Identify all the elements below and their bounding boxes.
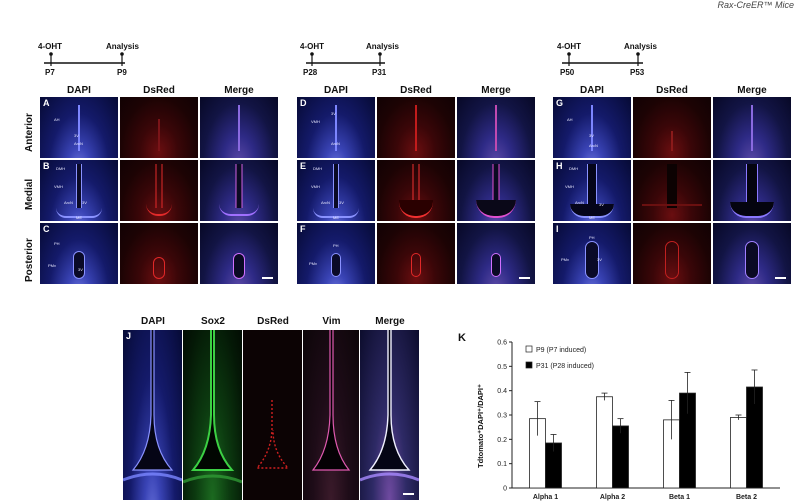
chart-bar: [730, 417, 747, 489]
chart-legend: P9 (P7 induced) P31 (P28 induced): [525, 345, 594, 370]
panel-g-dsred: [633, 97, 711, 158]
timeline-2-to: P31: [372, 68, 387, 77]
panel-j-vim: [303, 330, 359, 500]
timeline-1-to: P9: [117, 68, 127, 77]
timeline-1-from: P7: [45, 68, 55, 77]
chart-legend-label: P31 (P28 induced): [536, 363, 594, 370]
panel-letter-e: E: [300, 161, 307, 171]
panel-a-dapi: A AH 3V ArcN: [40, 97, 118, 158]
panel-h-dapi: H DMH VMH ArcN 3V ME: [553, 160, 631, 221]
panel-e-dsred: [377, 160, 455, 221]
timeline-1-start: 4-OHT: [38, 42, 62, 51]
j-header-vim: Vim: [322, 316, 341, 327]
chart-bar: [596, 396, 613, 489]
panel-letter-i: I: [556, 224, 559, 234]
header-dsred-3: DsRed: [656, 85, 688, 96]
chart-category-label: Beta 1: [669, 494, 690, 501]
panel-j-sox2: [183, 330, 242, 500]
j-header-sox2: Sox2: [201, 316, 225, 327]
header-dapi-3: DAPI: [580, 85, 604, 96]
header-dapi-1: DAPI: [67, 85, 91, 96]
chart-legend-label: P9 (P7 induced): [536, 347, 586, 354]
panel-f-dapi: F PH PMv: [297, 223, 375, 284]
panel-a-merge: [200, 97, 278, 158]
panel-letter-h: H: [556, 161, 563, 171]
timeline-3-start: 4-OHT: [557, 42, 581, 51]
panel-j-merge: [360, 330, 419, 500]
panel-letter-d: D: [300, 98, 307, 108]
timeline-3-from: P50: [560, 68, 575, 77]
j-header-dsred: DsRed: [257, 316, 289, 327]
panel-e-dapi: E DMH VMH ArcN 3V ME: [297, 160, 375, 221]
timeline-2-end: Analysis: [366, 42, 399, 51]
panel-letter-a: A: [43, 98, 50, 108]
chart-legend-swatch: [525, 361, 533, 369]
timeline-2-start: 4-OHT: [300, 42, 324, 51]
chart-bar: [612, 425, 629, 489]
header-merge-3: Merge: [737, 85, 767, 96]
panel-e-merge: [457, 160, 535, 221]
header-dsred-1: DsRed: [143, 85, 175, 96]
panel-b-dsred: [120, 160, 198, 221]
chart-ytick-label: 0.2: [497, 437, 507, 444]
chart-ytick-label: 0.5: [497, 364, 507, 371]
panel-c-dsred: [120, 223, 198, 284]
chart-ylabel: Tdtomato⁺DAPI⁺/DAPI⁺: [476, 384, 485, 468]
header-dapi-2: DAPI: [324, 85, 348, 96]
panel-a-dsred: [120, 97, 198, 158]
panel-letter-j: J: [126, 331, 132, 341]
header-merge-1: Merge: [224, 85, 254, 96]
chart-ytick-label: 0.3: [497, 413, 507, 420]
timeline-1-end: Analysis: [106, 42, 139, 51]
row-header-medial: Medial: [24, 178, 35, 210]
timeline-3: [562, 52, 643, 66]
panel-d-merge: [457, 97, 535, 158]
panel-b-merge: [200, 160, 278, 221]
chart-ytick-label: 0.1: [497, 461, 507, 468]
timelines: [44, 52, 643, 66]
panel-b-dapi: B DMH VMH ArcN 3V ME: [40, 160, 118, 221]
chart-legend-swatch: [525, 345, 533, 353]
panel-i-dsred: [633, 223, 711, 284]
panel-i-merge: [713, 223, 791, 284]
panel-letter-f: F: [300, 224, 306, 234]
timeline-3-end: Analysis: [624, 42, 657, 51]
panel-g-dapi: G AH 3V ArcN: [553, 97, 631, 158]
panel-f-merge: [457, 223, 535, 284]
panel-h-merge: [713, 160, 791, 221]
chart-ytick-label: 0.4: [497, 388, 507, 395]
row-header-posterior: Posterior: [24, 238, 35, 282]
j-header-dapi: DAPI: [141, 316, 165, 327]
panel-c-merge: [200, 223, 278, 284]
panel-letter-g: G: [556, 98, 564, 108]
panel-c-dapi: C PH PMv 3V: [40, 223, 118, 284]
panel-j-dsred: [243, 330, 302, 500]
timeline-1: [44, 52, 125, 66]
chart-ytick-label: 0: [503, 486, 507, 493]
panel-j-dapi: J: [123, 330, 182, 500]
timeline-2-from: P28: [303, 68, 318, 77]
panel-i-dapi: I PH PMv 3V: [553, 223, 631, 284]
timeline-2: [306, 52, 385, 66]
panel-letter-k: K: [458, 332, 466, 344]
chart-category-label: Alpha 1: [533, 494, 558, 501]
panel-d-dsred: [377, 97, 455, 158]
chart-category-label: Beta 2: [736, 494, 757, 501]
panel-k-chart: Tdtomato⁺DAPI⁺/DAPI⁺ 0 0.1 0.2 0.3 0.4 0.5 0.6…: [476, 340, 780, 501]
panel-h-dsred: [633, 160, 711, 221]
panel-d-dapi: D VMH 3V ArcN: [297, 97, 375, 158]
panel-letter-c: C: [43, 224, 50, 234]
j-header-merge: Merge: [375, 316, 405, 327]
chart-ytick-label: 0.6: [497, 340, 507, 347]
header-merge-2: Merge: [481, 85, 511, 96]
panel-f-dsred: [377, 223, 455, 284]
panel-letter-b: B: [43, 161, 50, 171]
chart-bars: [529, 369, 763, 489]
header-dsred-2: DsRed: [400, 85, 432, 96]
chart-category-label: Alpha 2: [600, 494, 625, 501]
row-header-anterior: Anterior: [24, 113, 35, 152]
timeline-3-to: P53: [630, 68, 645, 77]
corner-label: Rax-CreER™ Mice: [717, 0, 794, 10]
panel-g-merge: [713, 97, 791, 158]
